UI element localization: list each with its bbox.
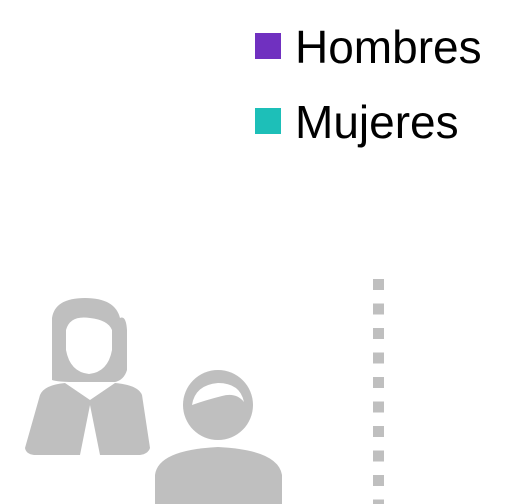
divider-dot <box>373 450 384 462</box>
divider-dot <box>373 279 384 290</box>
divider-dot <box>373 426 384 437</box>
divider-dot <box>373 328 384 339</box>
legend-swatch <box>255 108 281 134</box>
man-icon <box>155 370 282 504</box>
man-head <box>183 370 253 440</box>
divider-dot <box>373 303 384 315</box>
legend-label: Mujeres <box>295 96 459 148</box>
woman-face <box>66 317 112 374</box>
divider-dot <box>373 401 384 413</box>
man-body <box>155 447 282 504</box>
divider-dot <box>373 377 384 388</box>
divider-dot <box>373 352 384 364</box>
man-hair-line <box>192 383 244 405</box>
legend: Hombres Mujeres <box>255 21 482 148</box>
legend-label: Hombres <box>295 21 482 73</box>
woman-body <box>25 383 150 455</box>
woman-icon <box>25 298 150 455</box>
legend-swatch <box>255 33 281 59</box>
divider-dot <box>373 499 384 504</box>
divider-dot <box>373 475 384 486</box>
dotted-divider <box>373 279 384 504</box>
